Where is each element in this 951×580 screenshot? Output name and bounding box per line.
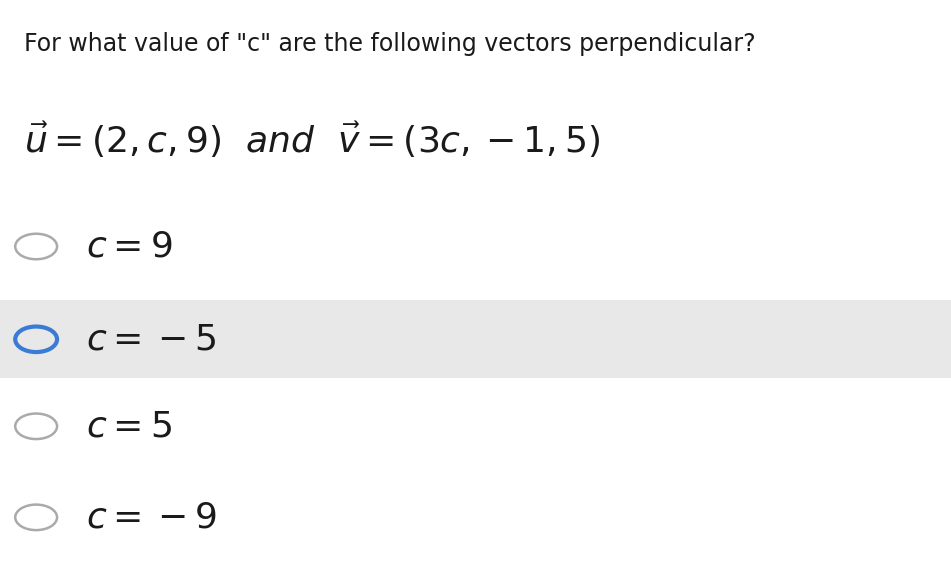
Text: $c = 9$: $c = 9$: [86, 230, 172, 263]
Bar: [0, 300, 951, 379]
Text: $c = 5$: $c = 5$: [86, 409, 172, 443]
Text: $c = -9$: $c = -9$: [86, 501, 217, 534]
Text: $c = -5$: $c = -5$: [86, 322, 216, 356]
Text: $\vec{u} = (2, c, 9)\ \ \mathit{and}\ \ \vec{v} = (3c, -1, 5)$: $\vec{u} = (2, c, 9)\ \ \mathit{and}\ \ …: [24, 119, 600, 160]
Text: For what value of "c" are the following vectors perpendicular?: For what value of "c" are the following …: [24, 32, 755, 56]
